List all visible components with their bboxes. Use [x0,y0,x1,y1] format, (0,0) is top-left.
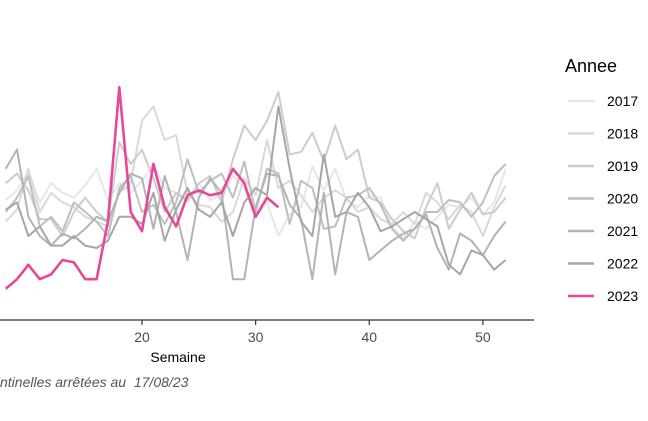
legend-label-2017: 2017 [607,93,638,109]
series-lines [4,85,507,290]
series-line-2021 [4,148,507,281]
legend-label-2018: 2018 [607,126,638,142]
caption-note: ntinelles arrêtées au 17/08/23 [0,374,189,390]
legend-label-2019: 2019 [607,158,638,174]
series-line-2018 [4,105,507,237]
legend-label-2023: 2023 [607,288,638,304]
legend-label-2022: 2022 [607,256,638,272]
x-axis-ticks: 20 30 40 50 [134,320,491,345]
series-line-2023 [4,85,280,290]
series-line-2022 [5,105,507,276]
x-axis-title: Semaine [150,349,205,365]
legend-label-2020: 2020 [607,191,638,207]
legend: Annee 2017 2018 2019 2020 2021 2022 2023 [565,56,638,304]
legend-label-2021: 2021 [607,223,638,239]
x-tick-label-50: 50 [475,329,491,345]
x-tick-label-20: 20 [134,329,150,345]
legend-title: Annee [565,56,617,76]
x-tick-label-40: 40 [361,329,377,345]
x-tick-label-30: 30 [248,329,264,345]
